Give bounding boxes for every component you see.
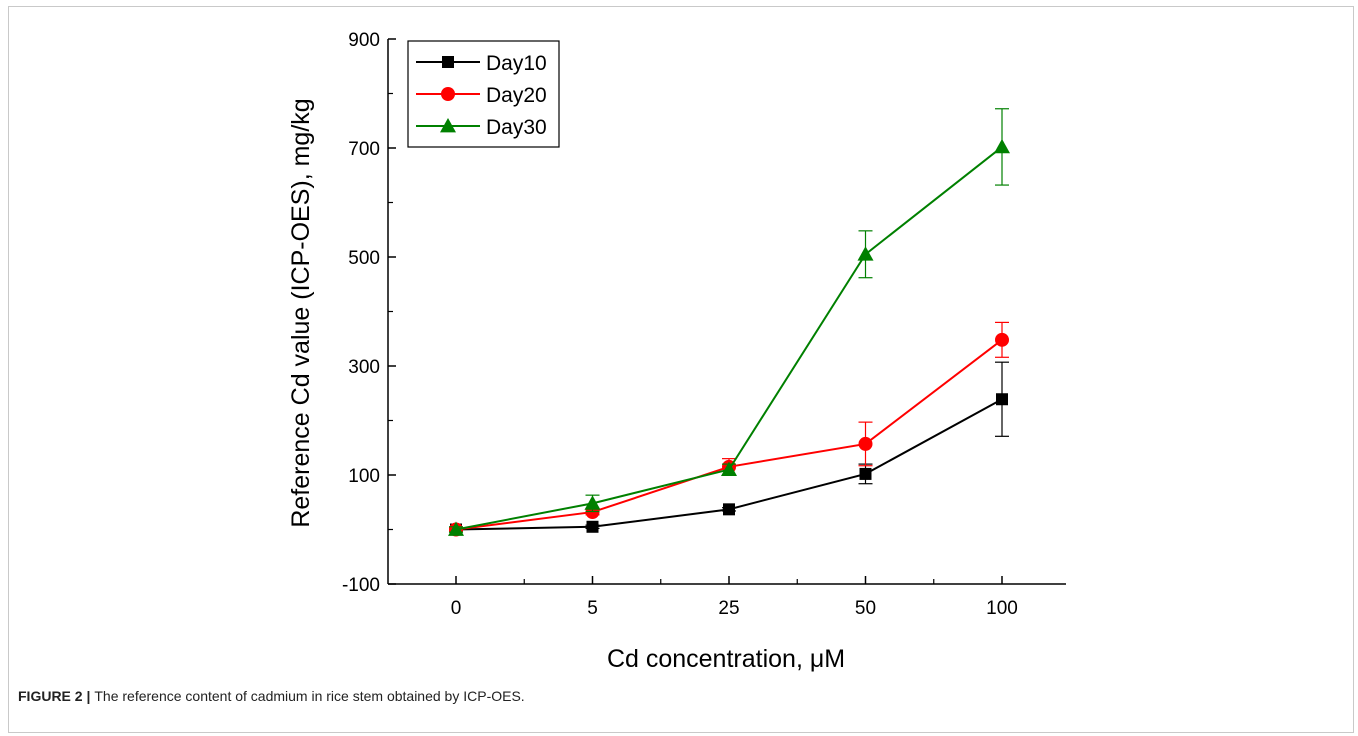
data-point xyxy=(584,495,601,510)
x-axis-label: Cd concentration, μM xyxy=(607,645,845,673)
caption-text: The reference content of cadmium in rice… xyxy=(94,688,525,704)
legend: Day10 Day20 Day30 xyxy=(407,40,560,148)
y-tick-label: 700 xyxy=(348,139,380,160)
series-day10 xyxy=(449,361,1009,536)
legend-marker xyxy=(441,87,455,101)
x-tick-label: 100 xyxy=(986,598,1018,619)
data-point xyxy=(995,332,1009,347)
data-point xyxy=(858,436,873,451)
caption-label: FIGURE 2 | xyxy=(18,688,91,704)
x-tick-label: 5 xyxy=(587,598,598,619)
x-tick-label: 50 xyxy=(855,598,876,619)
legend-label: Day20 xyxy=(486,84,547,107)
data-point xyxy=(859,467,872,480)
y-tick-label: 500 xyxy=(348,248,380,269)
axes: -100 100 300 500 700 900 0 5 25 50 100 xyxy=(342,30,1066,619)
y-tick-label: -100 xyxy=(342,575,380,596)
y-tick-label: 900 xyxy=(348,30,380,51)
legend-marker xyxy=(440,118,456,133)
y-tick-label: 300 xyxy=(348,357,380,378)
data-point xyxy=(996,393,1008,406)
series-line xyxy=(455,339,1003,531)
y-tick-label: 100 xyxy=(348,466,380,487)
data-point xyxy=(586,520,599,533)
legend-marker xyxy=(442,56,454,68)
data-point xyxy=(857,246,874,261)
series-layer xyxy=(448,108,1010,537)
x-tick-label: 0 xyxy=(451,598,462,619)
data-point xyxy=(448,521,464,536)
x-tick-label: 25 xyxy=(718,598,739,619)
data-point xyxy=(723,503,735,516)
legend-label: Day30 xyxy=(486,116,547,139)
figure-frame xyxy=(8,6,1354,733)
data-point xyxy=(994,138,1010,154)
y-axis-label: Reference Cd value (ICP-OES), mg/kg xyxy=(287,98,315,527)
legend-label: Day10 xyxy=(486,52,547,75)
figure-caption: FIGURE 2 | The reference content of cadmi… xyxy=(18,688,525,704)
data-point xyxy=(721,461,737,476)
series-day30 xyxy=(448,108,1010,536)
